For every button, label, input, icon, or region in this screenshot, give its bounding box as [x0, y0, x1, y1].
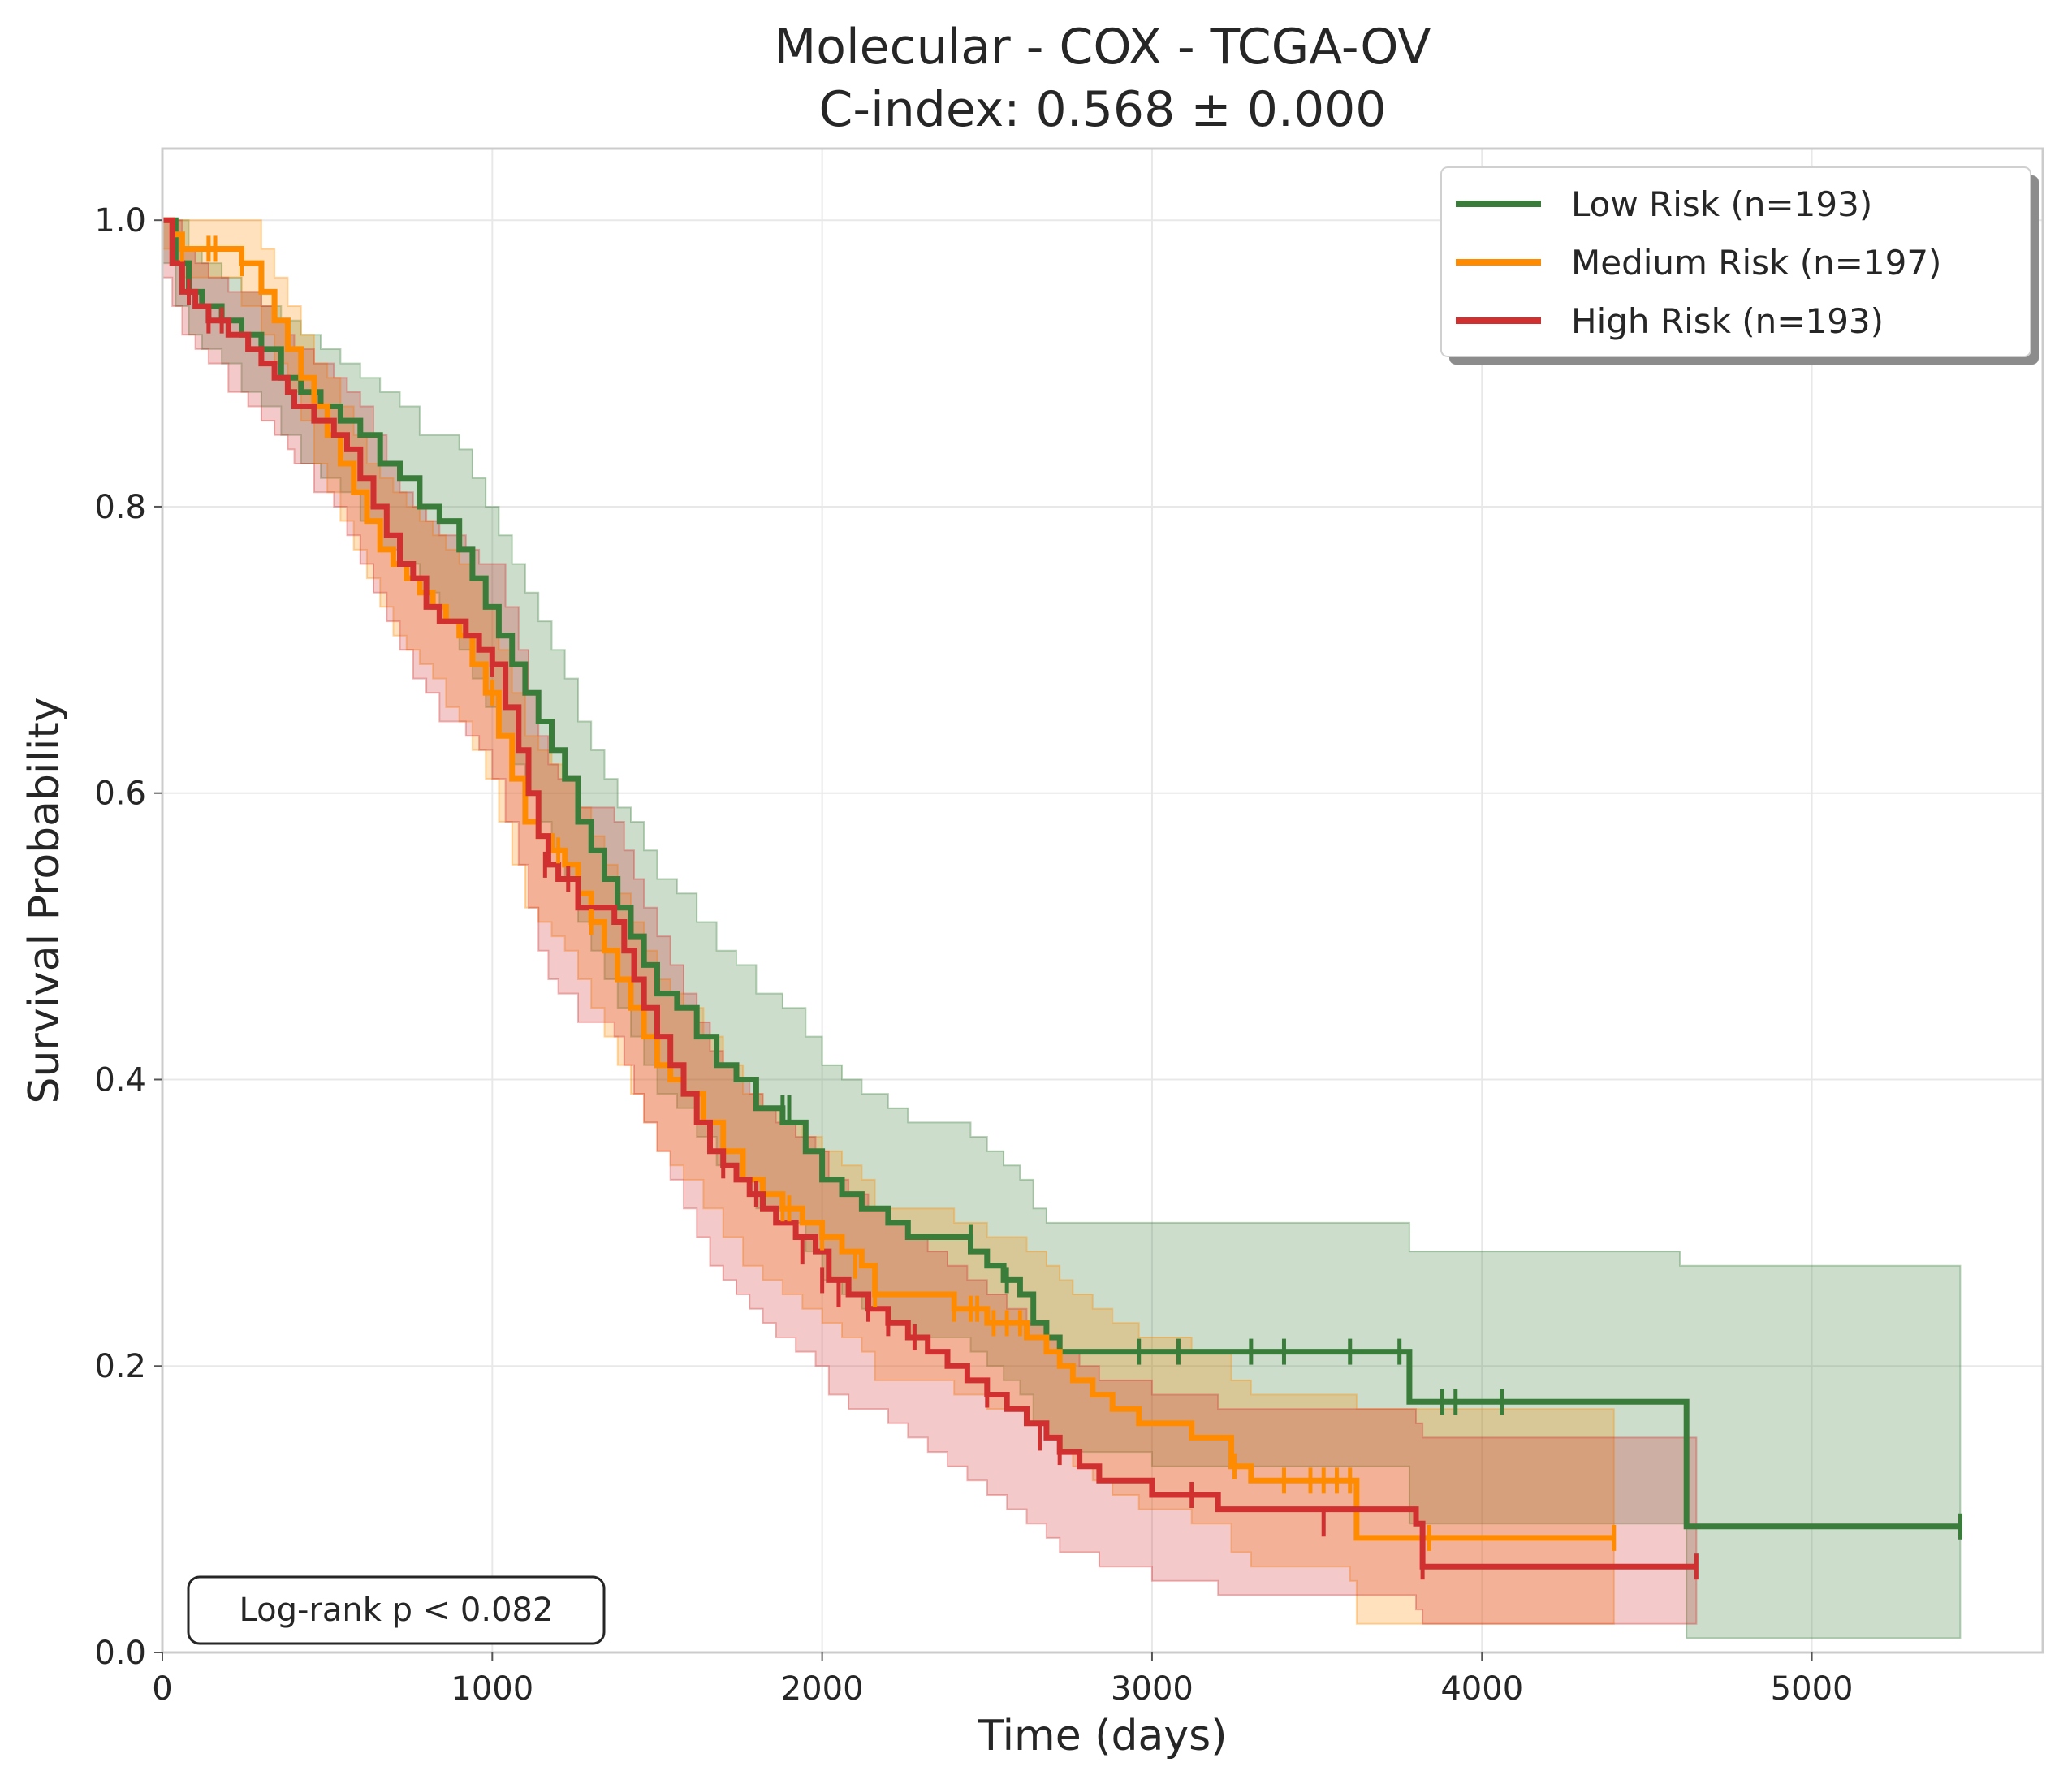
- x-tick-label: 3000: [1111, 1670, 1194, 1708]
- legend: Low Risk (n=193) Medium Risk (n=197) High …: [1440, 166, 2039, 365]
- x-tick-label: 2000: [781, 1670, 864, 1708]
- x-tick-label: 0: [152, 1670, 172, 1708]
- x-tick-label: 1000: [451, 1670, 533, 1708]
- x-tick-label: 4000: [1440, 1670, 1523, 1708]
- x-tick-label: 5000: [1771, 1670, 1854, 1708]
- y-axis-label: Survival Probability: [20, 697, 69, 1104]
- legend-box: [1440, 166, 2031, 357]
- survival-line-series-0: [162, 217, 1961, 1530]
- plot-frame: [161, 147, 2044, 1654]
- y-tick-label: 1.0: [94, 202, 146, 240]
- chart-title: Molecular - COX - TCGA-OV: [775, 19, 1431, 76]
- y-tick-label: 0.4: [94, 1061, 146, 1099]
- legend-entries: Low Risk (n=193) Medium Risk (n=197) High …: [1456, 184, 1941, 341]
- censor-marks: [179, 235, 1962, 1580]
- legend-label-series-2: High Risk (n=193): [1571, 301, 1884, 341]
- survival-line-series-1: [162, 217, 1614, 1541]
- chart-subtitle: C-index: 0.568 ± 0.000: [819, 81, 1387, 138]
- annotation-box: [187, 1575, 606, 1645]
- y-tick-label: 0.6: [94, 775, 146, 813]
- axis-ticks: 0 1000 2000 3000 4000 5000 0.0 0.2 0.4 0.6 0.8 1.0: [94, 202, 1853, 1708]
- x-axis-label: Time (days): [977, 1712, 1227, 1760]
- y-tick-label: 0.0: [94, 1635, 146, 1672]
- legend-label-series-1: Medium Risk (n=197): [1571, 243, 1941, 283]
- annotation-text: Log-rank p < 0.082: [240, 1592, 554, 1629]
- survival-line-series-2: [162, 217, 1697, 1570]
- survival-curves: [162, 217, 1961, 1570]
- grid: [162, 149, 2043, 1653]
- legend-label-series-0: Low Risk (n=193): [1571, 184, 1872, 224]
- y-tick-label: 0.8: [94, 489, 146, 526]
- y-tick-label: 0.2: [94, 1348, 146, 1385]
- logrank-annotation: Log-rank p < 0.082: [187, 1575, 606, 1645]
